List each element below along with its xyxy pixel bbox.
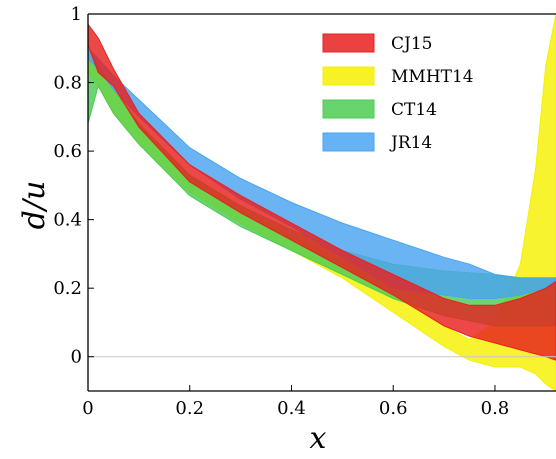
legend-swatch-ct14 <box>322 99 375 119</box>
y-tick-label: 0.8 <box>53 73 82 94</box>
y-axis-label: d/u <box>17 181 52 230</box>
x-tick-label: 0.8 <box>481 398 510 419</box>
legend-swatch-mmht14 <box>322 66 375 86</box>
x-axis-label: x <box>310 421 327 456</box>
legend-label-ct14: CT14 <box>391 100 437 120</box>
x-tick-label: 0 <box>82 398 93 419</box>
x-tick-label: 0.2 <box>175 398 204 419</box>
y-tick-label: 1 <box>71 4 82 25</box>
y-tick-label: 0.2 <box>53 278 82 299</box>
legend-label-mmht14: MMHT14 <box>391 67 474 87</box>
legend-label-jr14: JR14 <box>389 133 432 153</box>
x-tick-label: 0.4 <box>277 398 306 419</box>
legend-swatch-jr14 <box>322 132 375 152</box>
y-tick-label: 0.4 <box>53 210 82 231</box>
legend-swatch-cj15 <box>322 33 375 53</box>
y-tick-label: 0.6 <box>53 141 82 162</box>
legend: CJ15 MMHT14 CT14 JR14 <box>322 33 474 153</box>
band-layer <box>88 14 556 391</box>
y-tick-label: 0 <box>71 347 82 368</box>
axes <box>87 13 556 392</box>
tick-layer: 0 0.2 0.4 0.6 0.8 0 0.2 0.4 0.6 0.8 1 <box>53 4 509 419</box>
legend-label-cj15: CJ15 <box>391 34 432 54</box>
x-tick-label: 0.6 <box>379 398 408 419</box>
band-cj15 <box>88 23 556 361</box>
